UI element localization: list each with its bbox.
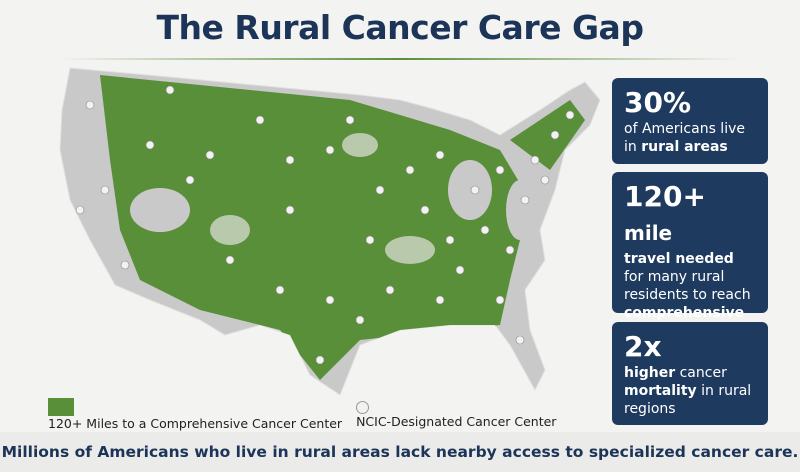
stat-card: 2x higher cancer mortality in rural regio… <box>612 322 768 425</box>
center-dot <box>285 155 295 165</box>
center-dot <box>420 205 430 215</box>
center-dot <box>565 110 575 120</box>
center-dot <box>85 100 95 110</box>
legend-label: 120+ Miles to a Comprehensive Cancer Cen… <box>48 416 343 431</box>
center-dot <box>205 150 215 160</box>
center-dot <box>165 85 175 95</box>
center-dot <box>355 315 365 325</box>
stat-unit: mile <box>624 221 673 245</box>
center-dot <box>75 205 85 215</box>
center-dot <box>520 195 530 205</box>
stat-number: 2x <box>624 330 756 364</box>
stat-text-part: cancer <box>679 365 727 381</box>
title: The Rural Cancer Care Gap <box>156 8 644 47</box>
legend: 120+ Miles to a Comprehensive Cancer Cen… <box>48 398 556 431</box>
legend-item: NCIC-Designated Cancer Center <box>356 400 557 429</box>
legend-label: NCIC-Designated Cancer Center <box>356 413 557 429</box>
center-dot <box>325 295 335 305</box>
center-dot <box>505 245 515 255</box>
center-dot <box>550 130 560 140</box>
center-dot <box>225 255 235 265</box>
title-rule <box>60 58 740 60</box>
center-dot <box>325 145 335 155</box>
center-dot <box>515 335 525 345</box>
green-regions <box>100 75 585 380</box>
center-dot <box>145 140 155 150</box>
center-dot <box>540 175 550 185</box>
center-dot <box>435 150 445 160</box>
center-dot <box>445 235 455 245</box>
legend-swatch <box>48 398 74 416</box>
stat-text-part: of Americans live in <box>624 121 745 155</box>
stat-text: higher cancer mortality in rural regions <box>624 364 756 418</box>
center-dot <box>480 225 490 235</box>
center-dot <box>315 355 325 365</box>
stat-value: 30% <box>624 86 692 119</box>
legend-item: 120+ Miles to a Comprehensive Cancer Cen… <box>48 398 342 431</box>
center-dot <box>530 155 540 165</box>
center-dot <box>275 285 285 295</box>
center-dot <box>345 115 355 125</box>
center-dot <box>385 285 395 295</box>
center-dot <box>495 165 505 175</box>
legend-dot <box>356 400 370 414</box>
center-dot <box>100 185 110 195</box>
center-dot <box>470 185 480 195</box>
center-dot <box>455 265 465 275</box>
center-dot <box>435 295 445 305</box>
stat-number: 30% <box>624 86 756 120</box>
stat-text-part: rural areas <box>641 139 728 155</box>
center-dot <box>365 235 375 245</box>
stat-text-part: in rural regions <box>624 383 752 417</box>
footer: Millions of Americans who live in rural … <box>0 432 800 472</box>
center-dot <box>375 185 385 195</box>
stat-text-part: for many rural residents to reach <box>624 269 751 303</box>
us-map <box>59 67 601 396</box>
center-dot <box>255 115 265 125</box>
center-dot <box>185 175 195 185</box>
stat-text-part: travel needed <box>624 251 734 267</box>
cancer-centers <box>75 85 575 365</box>
stat-value: 2x <box>624 330 662 363</box>
center-dot <box>405 165 415 175</box>
stat-text: of Americans live in rural areas <box>624 120 756 156</box>
stat-text-part: mortality <box>624 383 697 399</box>
center-dot <box>120 260 130 270</box>
center-dot <box>285 205 295 215</box>
stat-number: 120+ mile <box>624 180 756 250</box>
stat-text-part: higher <box>624 365 676 381</box>
stat-card: 120+ mile travel needed for many rural re… <box>612 172 768 339</box>
stat-card: 30% of Americans live in rural areas <box>612 78 768 164</box>
center-dot <box>495 295 505 305</box>
stat-value: 120+ <box>624 180 706 213</box>
